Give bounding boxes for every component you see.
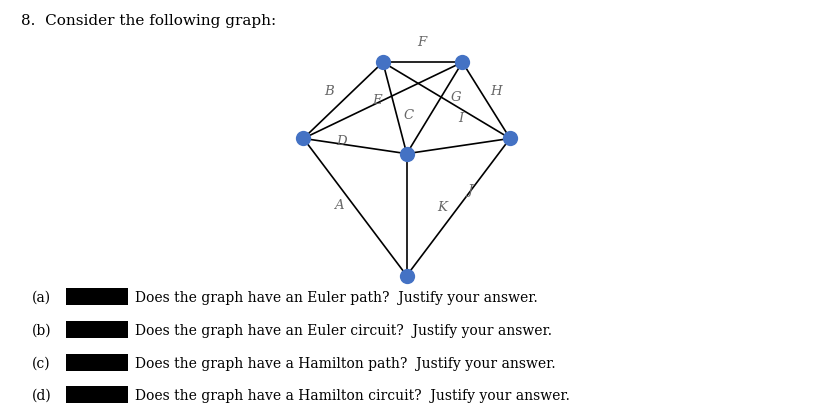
Text: (a): (a) [31,291,50,305]
Text: C: C [403,109,414,122]
Text: A: A [334,199,343,212]
Text: K: K [437,201,447,213]
Text: Does the graph have an Euler path?  Justify your answer.: Does the graph have an Euler path? Justi… [135,291,537,305]
FancyBboxPatch shape [66,354,128,371]
Text: I: I [457,112,462,125]
Text: Does the graph have an Euler circuit?  Justify your answer.: Does the graph have an Euler circuit? Ju… [135,324,552,338]
Text: Does the graph have a Hamilton circuit?  Justify your answer.: Does the graph have a Hamilton circuit? … [135,389,569,403]
Text: E: E [371,94,381,107]
Text: B: B [324,85,333,98]
FancyBboxPatch shape [66,386,128,403]
Text: (c): (c) [31,357,50,371]
FancyBboxPatch shape [66,288,128,305]
Text: (b): (b) [31,324,51,338]
FancyBboxPatch shape [66,321,128,338]
Text: G: G [451,91,461,104]
Text: (d): (d) [31,389,51,403]
Text: 8.  Consider the following graph:: 8. Consider the following graph: [21,14,275,28]
Text: D: D [336,135,346,148]
Text: H: H [490,85,501,98]
Text: Does the graph have a Hamilton path?  Justify your answer.: Does the graph have a Hamilton path? Jus… [135,357,555,371]
Text: F: F [417,36,426,49]
Text: J: J [467,184,472,197]
